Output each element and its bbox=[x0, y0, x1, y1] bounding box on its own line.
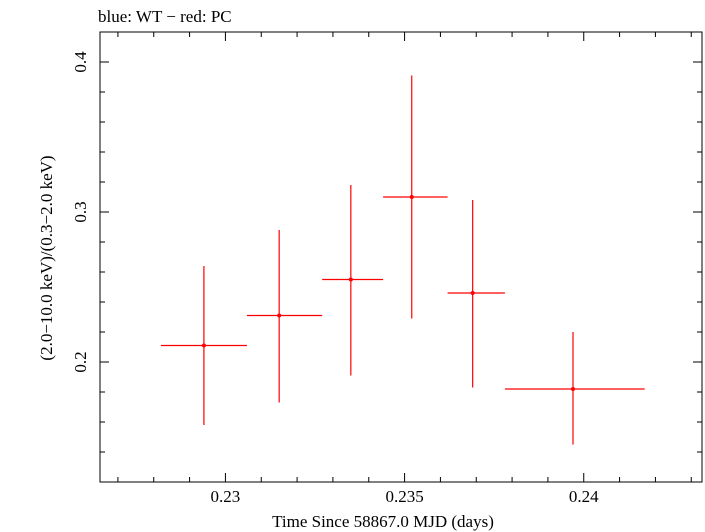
x-tick-label: 0.24 bbox=[569, 487, 599, 506]
series-pc bbox=[160, 75, 645, 445]
plot-frame bbox=[99, 31, 703, 483]
chart-title: blue: WT − red: PC bbox=[98, 7, 232, 26]
data-point bbox=[348, 277, 353, 282]
y-axis-label: (2.0−10.0 keV)/(0.3−2.0 keV) bbox=[37, 155, 56, 360]
y-tick-label: 0.3 bbox=[71, 201, 90, 222]
x-tick-label: 0.235 bbox=[385, 487, 423, 506]
x-axis-label: Time Since 58867.0 MJD (days) bbox=[272, 512, 494, 531]
data-point bbox=[571, 387, 575, 391]
data-point bbox=[201, 343, 206, 348]
x-axis: 0.23 0.235 0.24 bbox=[117, 32, 692, 506]
data-point bbox=[409, 195, 414, 199]
y-tick-label: 0.2 bbox=[71, 351, 90, 372]
data-point bbox=[470, 291, 475, 295]
x-tick-label: 0.23 bbox=[211, 487, 241, 506]
y-axis: 0.2 0.3 0.4 bbox=[71, 31, 702, 483]
data-point bbox=[277, 313, 282, 318]
y-tick-label: 0.4 bbox=[71, 51, 90, 73]
